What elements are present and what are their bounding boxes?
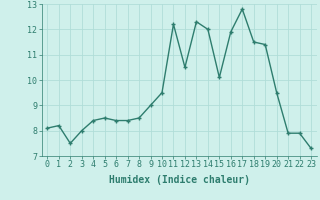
X-axis label: Humidex (Indice chaleur): Humidex (Indice chaleur) bbox=[109, 175, 250, 185]
